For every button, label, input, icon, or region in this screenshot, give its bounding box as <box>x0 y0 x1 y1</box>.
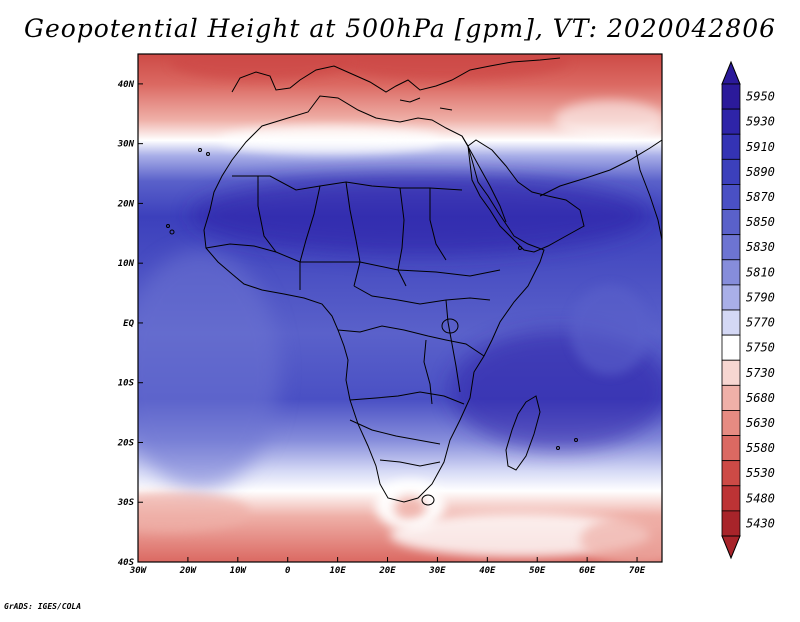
lon-tick-label: 50E <box>529 566 546 576</box>
colorbar-label: 5930 <box>746 115 775 129</box>
colorbar-label: 5870 <box>746 190 775 204</box>
lat-tick-label: 30S <box>117 498 135 508</box>
colorbar-swatch <box>721 460 741 487</box>
colorbar-swatch <box>721 334 741 361</box>
colorbar-swatch <box>721 158 741 185</box>
lon-tick-label: 30E <box>428 566 446 576</box>
colorbar-label: 5890 <box>746 165 775 179</box>
colorbar: 5950 5930 5910 5890 5870 5850 5830 5810 5790 5770… <box>721 60 775 560</box>
colorbar-swatch <box>721 234 741 261</box>
lat-tick-label: 20S <box>117 438 135 448</box>
colorbar-label: 5630 <box>746 416 775 430</box>
lon-tick-label: 10E <box>329 566 346 576</box>
colorbar-swatch <box>721 83 741 110</box>
colorbar-swatch <box>721 259 741 286</box>
longitude-axis: 30W 20W 10W 0 10E 20E 30E 40E 50E 60E 70E <box>129 557 646 576</box>
colorbar-swatch <box>721 435 741 462</box>
colorbar-label: 5750 <box>746 341 775 355</box>
colorbar-label: 5730 <box>746 366 775 380</box>
lon-tick-label: 30W <box>129 566 148 576</box>
colorbar-label: 5850 <box>746 215 775 229</box>
lat-tick-label: 10S <box>118 379 135 389</box>
lon-tick-label: 40E <box>479 566 496 576</box>
lat-tick-label: 40N <box>118 80 135 90</box>
colorbar-label: 5580 <box>746 441 775 455</box>
colorbar-swatch <box>721 384 741 411</box>
lon-tick-label: 10W <box>230 566 248 576</box>
lat-tick-label: EQ <box>123 319 134 329</box>
lon-tick-label: 70E <box>629 566 646 576</box>
colorbar-swatch <box>721 284 741 311</box>
colorbar-swatch <box>721 485 741 512</box>
lat-tick-label: 30N <box>117 140 135 150</box>
map-frame <box>137 53 663 563</box>
colorbar-swatch <box>721 309 741 336</box>
colorbar-label: 5790 <box>746 290 775 304</box>
colorbar-swatch <box>721 184 741 210</box>
latitude-axis: 40N 30N 20N 10N EQ 10S 20S 30S 40S <box>117 80 143 568</box>
colorbar-bottom-arrow <box>721 535 741 560</box>
colorbar-label: 5770 <box>746 316 775 330</box>
colorbar-label: 5810 <box>746 265 775 279</box>
colorbar-swatch <box>721 209 741 236</box>
lat-tick-label: 10N <box>118 259 135 269</box>
chart-title: Geopotential Height at 500hPa [gpm], VT:… <box>23 14 777 43</box>
lon-tick-label: 60E <box>579 566 596 576</box>
grads-credit: GrADS: IGES/COLA <box>4 602 82 611</box>
colorbar-label: 5530 <box>746 466 775 480</box>
colorbar-swatch <box>721 410 741 436</box>
lat-tick-label: 20N <box>117 199 135 209</box>
height-field <box>138 54 662 562</box>
colorbar-label: 5910 <box>746 140 775 154</box>
colorbar-swatch <box>721 359 741 386</box>
lon-tick-label: 0 <box>285 566 291 576</box>
coastlines <box>166 57 662 506</box>
colorbar-top-arrow <box>721 60 741 85</box>
colorbar-swatch <box>721 510 741 537</box>
colorbar-swatch <box>721 108 741 135</box>
colorbar-label: 5430 <box>746 516 775 530</box>
colorbar-label: 5830 <box>746 240 775 254</box>
lat-tick-label: 40S <box>118 558 135 568</box>
colorbar-label: 5480 <box>746 491 775 505</box>
lon-tick-label: 20E <box>378 566 396 576</box>
colorbar-label: 5950 <box>746 90 775 104</box>
lon-tick-label: 20W <box>179 566 198 576</box>
colorbar-swatch <box>721 133 741 160</box>
colorbar-label: 5680 <box>746 391 775 405</box>
